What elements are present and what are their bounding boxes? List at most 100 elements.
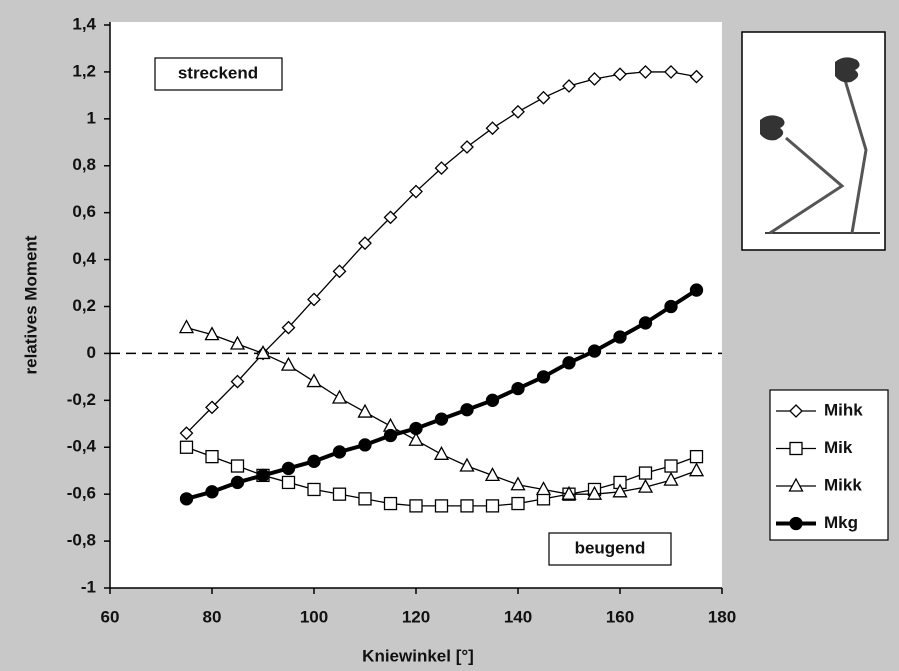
point [358,236,372,251]
point [434,412,449,426]
point [409,499,423,513]
point [179,492,194,506]
annotation-box [154,57,283,91]
annotation: streckend [178,63,258,82]
legend-label: Mkg [824,513,858,532]
point [484,467,501,482]
legend-label: Mik [824,438,853,457]
legend-label: Mihk [824,400,863,419]
y-tick-label: -0,8 [67,531,96,550]
point [612,483,628,498]
annotation-box [548,532,672,566]
point [664,299,678,314]
y-tick-label: 1 [87,108,96,127]
point [485,499,500,513]
point [638,64,653,79]
point [613,330,627,344]
point [689,283,704,297]
point [510,476,526,491]
point [459,457,475,472]
y-tick-label: 0,6 [72,202,96,221]
y-tick-label: -0,2 [67,390,96,409]
legend-marker [788,477,804,492]
point [664,459,678,473]
y-tick-label: 0,2 [72,296,96,315]
point [178,319,195,334]
point [433,445,450,460]
point [689,69,704,84]
y-tick-label: 1,4 [72,14,96,33]
point [358,438,372,452]
point [586,485,603,500]
point [409,421,423,436]
point [511,496,525,511]
x-tick-label: 180 [708,607,736,626]
point [383,428,398,443]
point [331,389,348,404]
point [306,373,322,388]
point [307,454,321,468]
x-axis-label: Kniewinkel [°] [362,646,474,665]
point [561,485,577,500]
inset-figure [741,31,886,251]
point [383,496,398,511]
point [205,400,219,415]
point [511,381,525,396]
y-tick-label: 1,2 [72,61,96,80]
legend-marker [789,441,803,456]
y-tick-label: -0,4 [67,437,97,456]
point [408,431,424,446]
point [689,449,704,464]
point [409,184,423,199]
point [307,292,321,307]
y-axis-label: relatives Moment [21,235,40,374]
point [434,499,449,513]
x-tick-label: 120 [402,607,430,626]
point [230,475,245,490]
x-tick-label: 140 [504,607,532,626]
point [460,403,474,417]
point [205,485,219,499]
point [485,121,500,136]
y-tick-label: 0,8 [72,155,96,174]
annotation: beugend [575,538,646,557]
point [536,370,551,384]
point [230,459,245,473]
point [230,374,245,389]
point [280,356,297,371]
x-tick-label: 60 [101,607,120,626]
point [281,475,296,490]
point [332,445,347,459]
point [332,487,347,501]
point [587,72,602,86]
y-tick-label: 0 [87,343,96,362]
point [638,316,653,330]
point [204,326,220,341]
point [332,264,347,279]
y-tick-label: 0,4 [72,249,96,268]
point [536,90,551,105]
point [179,440,194,454]
point [281,320,296,335]
point [638,466,653,480]
point [256,468,270,483]
legend-marker [789,404,803,418]
x-tick-label: 80 [203,607,222,626]
point [562,79,576,93]
point [205,449,219,464]
point [663,471,679,486]
point [281,461,296,476]
legend-marker [789,516,803,531]
point [229,335,246,350]
y-tick-label: -1 [81,577,96,596]
point [613,67,627,82]
point [637,478,654,493]
point [562,356,576,370]
point [307,482,321,497]
point [664,64,678,79]
point [535,481,552,496]
point [357,403,373,418]
point [460,499,474,513]
point [255,345,271,360]
